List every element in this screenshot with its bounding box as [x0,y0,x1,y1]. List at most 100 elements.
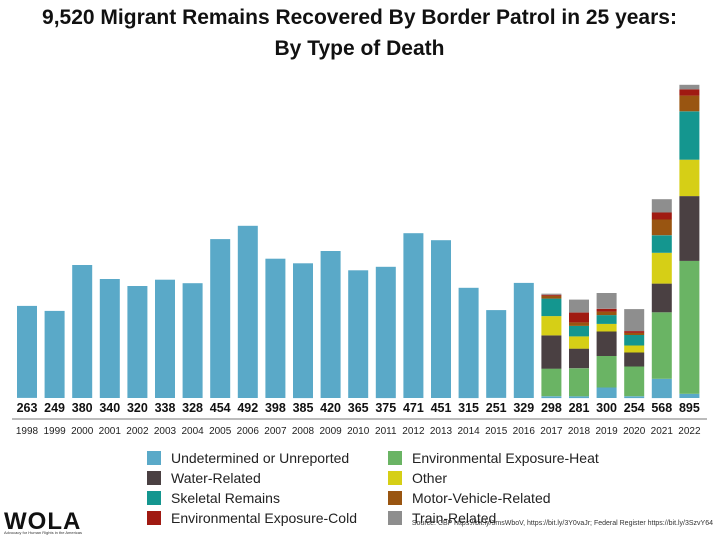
bar-segment-heat-2022 [679,260,700,394]
total-label-2006: 492 [237,401,258,415]
x-tick-label-2006: 2006 [237,426,260,437]
bar-segment-cold-2021 [651,212,672,220]
x-tick-label-2011: 2011 [375,426,397,437]
bar-segment-heat-2020 [624,366,645,397]
x-tick-label-2020: 2020 [623,426,646,437]
total-label-2021: 568 [651,401,672,415]
x-tick-label-2009: 2009 [319,426,342,437]
bar-segment-vehicle-2022 [679,95,700,112]
total-label-2013: 451 [431,401,452,415]
total-label-2008: 385 [293,401,314,415]
bar-segment-skeletal-2020 [624,335,645,346]
bar-segment-undetermined-2010 [348,270,369,398]
bar-segment-skeletal-2021 [651,235,672,253]
x-tick-label-2017: 2017 [540,426,563,437]
total-label-2016: 329 [513,401,534,415]
chart-title-line1: 9,520 Migrant Remains Recovered By Borde… [42,6,677,29]
stacked-bar-chart: 263 1998 249 1999 380 2000 340 2001 320 2002 338 20… [12,84,707,437]
x-tick-label-2008: 2008 [292,426,315,437]
bar-segment-water-2018 [569,348,589,369]
bar-segment-undetermined-2022 [679,393,700,398]
legend-swatch-vehicle [388,491,402,505]
bar-segment-undetermined-1998 [17,305,37,398]
legend-swatch-train [388,511,402,525]
bar-segment-undetermined-2019 [596,387,617,398]
bar-segment-skeletal-2018 [569,325,589,337]
legend-label-other: Other [412,470,448,486]
total-label-2007: 398 [265,401,286,415]
bar-segment-heat-2021 [651,312,672,379]
x-tick-label-2010: 2010 [347,426,370,437]
total-label-2004: 328 [182,401,203,415]
total-label-2005: 454 [210,401,231,415]
x-tick-label-2003: 2003 [154,426,177,437]
legend-swatch-cold [147,511,161,525]
bar-segment-heat-2018 [569,368,589,397]
x-tick-label-2018: 2018 [568,426,591,437]
bar-segment-water-2021 [651,283,672,313]
x-tick-label-2005: 2005 [209,426,232,437]
logo-tagline: Advocacy for Human Rights in the America… [4,530,83,535]
bar-segment-undetermined-2011 [375,266,396,399]
legend-label-cold: Environmental Exposure-Cold [171,510,357,526]
legend-item-vehicle: Motor-Vehicle-Related [388,489,551,507]
bar-segment-train-2020 [624,309,645,332]
bar-segment-cold-2020 [624,331,645,333]
total-label-2012: 471 [403,401,424,415]
bar-segment-undetermined-2005 [210,239,231,398]
bar-segment-undetermined-2003 [155,279,175,398]
x-tick-label-2012: 2012 [402,426,425,437]
bar-segment-undetermined-2016 [513,282,534,398]
bar-segment-undetermined-2007 [265,258,286,398]
legend-swatch-water [147,471,161,485]
total-label-2000: 380 [72,401,93,415]
legend-swatch-other [388,471,402,485]
x-tick-label-1999: 1999 [43,426,66,437]
chart-title-line2: By Type of Death [274,37,445,60]
legend-item-water: Water-Related [147,469,261,487]
bar-segment-undetermined-2009 [320,251,341,398]
bar-segment-other-2017 [541,316,562,336]
total-label-2011: 375 [375,401,396,415]
bar-segment-undetermined-2018 [569,396,589,399]
x-tick-label-2001: 2001 [99,426,122,437]
bar-segment-water-2022 [679,196,700,261]
total-label-2009: 420 [320,401,341,415]
legend-item-skeletal: Skeletal Remains [147,489,280,507]
wola-logo: WOLA Advocacy for Human Rights in the Am… [4,508,94,536]
bar-segment-other-2020 [624,345,645,353]
chart-legend: Undetermined or Unreported Environmental … [0,446,719,526]
legend-swatch-heat [388,451,402,465]
bar-segment-other-2021 [651,252,672,284]
bar-segment-water-2019 [596,331,617,356]
total-label-2020: 254 [624,401,645,415]
bar-segment-other-2022 [679,159,700,197]
total-label-1998: 263 [17,401,38,415]
bar-segment-heat-2019 [596,356,617,388]
bar-segment-undetermined-2020 [624,396,645,399]
legend-label-heat: Environmental Exposure-Heat [412,450,599,466]
total-label-1999: 249 [44,401,65,415]
bar-segment-undetermined-2001 [99,279,120,398]
x-tick-label-2015: 2015 [485,426,508,437]
bar-segment-undetermined-2008 [293,263,313,399]
bar-segment-undetermined-2004 [182,283,203,398]
total-label-2003: 338 [155,401,176,415]
source-note: Source: CBP https://bit.ly/3msWboV, http… [411,520,713,527]
bar-segment-cold-2022 [679,89,700,96]
bar-segment-skeletal-2019 [596,315,617,324]
legend-label-skeletal: Skeletal Remains [171,490,280,506]
bar-segment-undetermined-2000 [72,265,93,398]
bar-segment-heat-2017 [541,368,562,397]
bar-segment-vehicle-2018 [569,322,589,326]
total-label-2022: 895 [679,401,700,415]
x-tick-label-2002: 2002 [126,426,149,437]
bar-segment-cold-2017 [541,294,562,296]
legend-item-undetermined: Undetermined or Unreported [147,449,349,467]
total-label-2010: 365 [348,401,369,415]
x-tick-label-1998: 1998 [16,426,39,437]
bar-segment-water-2017 [541,335,562,369]
bar-segment-undetermined-2006 [237,225,258,398]
bar-segment-train-2021 [651,199,672,213]
bar-segment-train-2019 [596,293,617,309]
